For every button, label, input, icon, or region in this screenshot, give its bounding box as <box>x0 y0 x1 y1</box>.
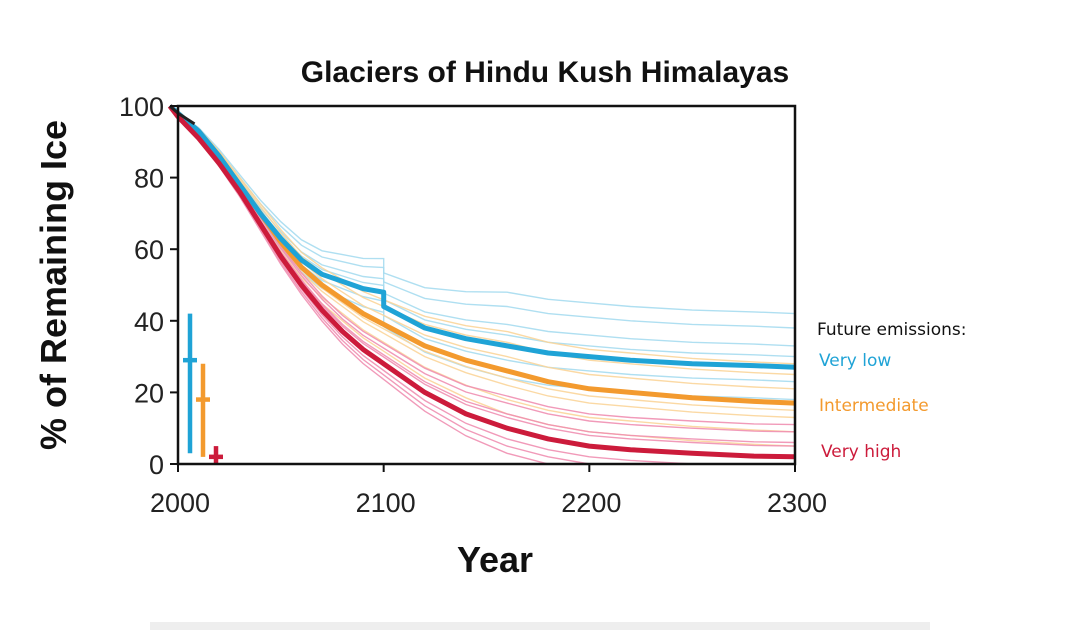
ensemble-line <box>169 105 796 447</box>
y-tick-label: 40 <box>134 307 164 337</box>
ensemble-line <box>169 105 796 444</box>
series-lines <box>167 104 796 460</box>
y-tick-label: 60 <box>134 235 164 265</box>
axes <box>176 104 797 466</box>
ensemble-line <box>169 105 796 401</box>
ensemble-line <box>169 105 796 447</box>
y-axis-label: % of Remaining Ice <box>33 120 74 450</box>
ensemble-line <box>169 105 796 390</box>
y-tick-label: 20 <box>134 378 164 408</box>
legend-entry-very-high: Very high <box>821 442 901 462</box>
x-tick-label: 2100 <box>356 488 416 518</box>
x-axis-ticks: 2000 2100 2200 2300 <box>150 464 827 518</box>
x-tick-label: 2000 <box>150 488 210 518</box>
legend-entry-intermediate: Intermediate <box>819 396 929 416</box>
ensemble-line <box>169 105 796 433</box>
ensemble-line <box>169 105 796 426</box>
y-axis-ticks: 0 20 40 60 80 100 <box>119 92 178 480</box>
ensemble-line <box>169 105 796 315</box>
x-axis-label: Year <box>457 539 533 580</box>
legend-entry-very-low: Very low <box>819 351 891 371</box>
x-tick-label: 2200 <box>561 488 621 518</box>
plot-frame <box>176 104 797 466</box>
page-bottom-divider <box>150 622 930 630</box>
legend: Future emissions: Very low Intermediate … <box>817 320 966 462</box>
range-bars-2100 <box>183 313 223 464</box>
y-tick-label: 100 <box>119 92 164 122</box>
legend-title: Future emissions: <box>817 320 966 340</box>
ensemble-line <box>169 105 796 365</box>
ensemble-line <box>169 105 796 433</box>
chart-title: Glaciers of Hindu Kush Himalayas <box>301 56 789 89</box>
ensemble-line <box>169 105 796 376</box>
series-line-very-low <box>168 104 796 370</box>
x-tick-label: 2300 <box>767 488 827 518</box>
model-ensemble-lines <box>169 105 796 465</box>
series-line-very-high <box>167 104 796 460</box>
y-tick-label: 0 <box>149 450 164 480</box>
y-tick-label: 80 <box>134 164 164 194</box>
